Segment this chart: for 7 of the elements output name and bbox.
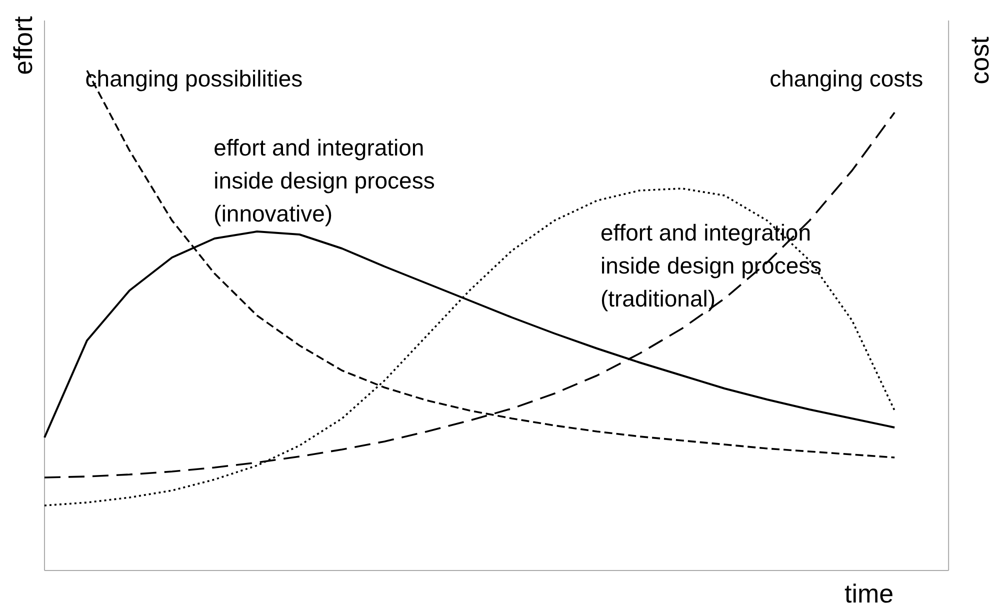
series-label: changing possibilities — [85, 66, 303, 92]
x-axis-title: time — [844, 578, 894, 606]
series-label: effort and integration inside design process (traditional) — [600, 220, 822, 312]
y-axis-title: effort — [8, 15, 38, 75]
series-label: effort and integration inside design process (innovative) — [214, 134, 435, 226]
y2-axis-title: cost — [964, 36, 991, 84]
series-label: changing costs — [770, 66, 924, 92]
